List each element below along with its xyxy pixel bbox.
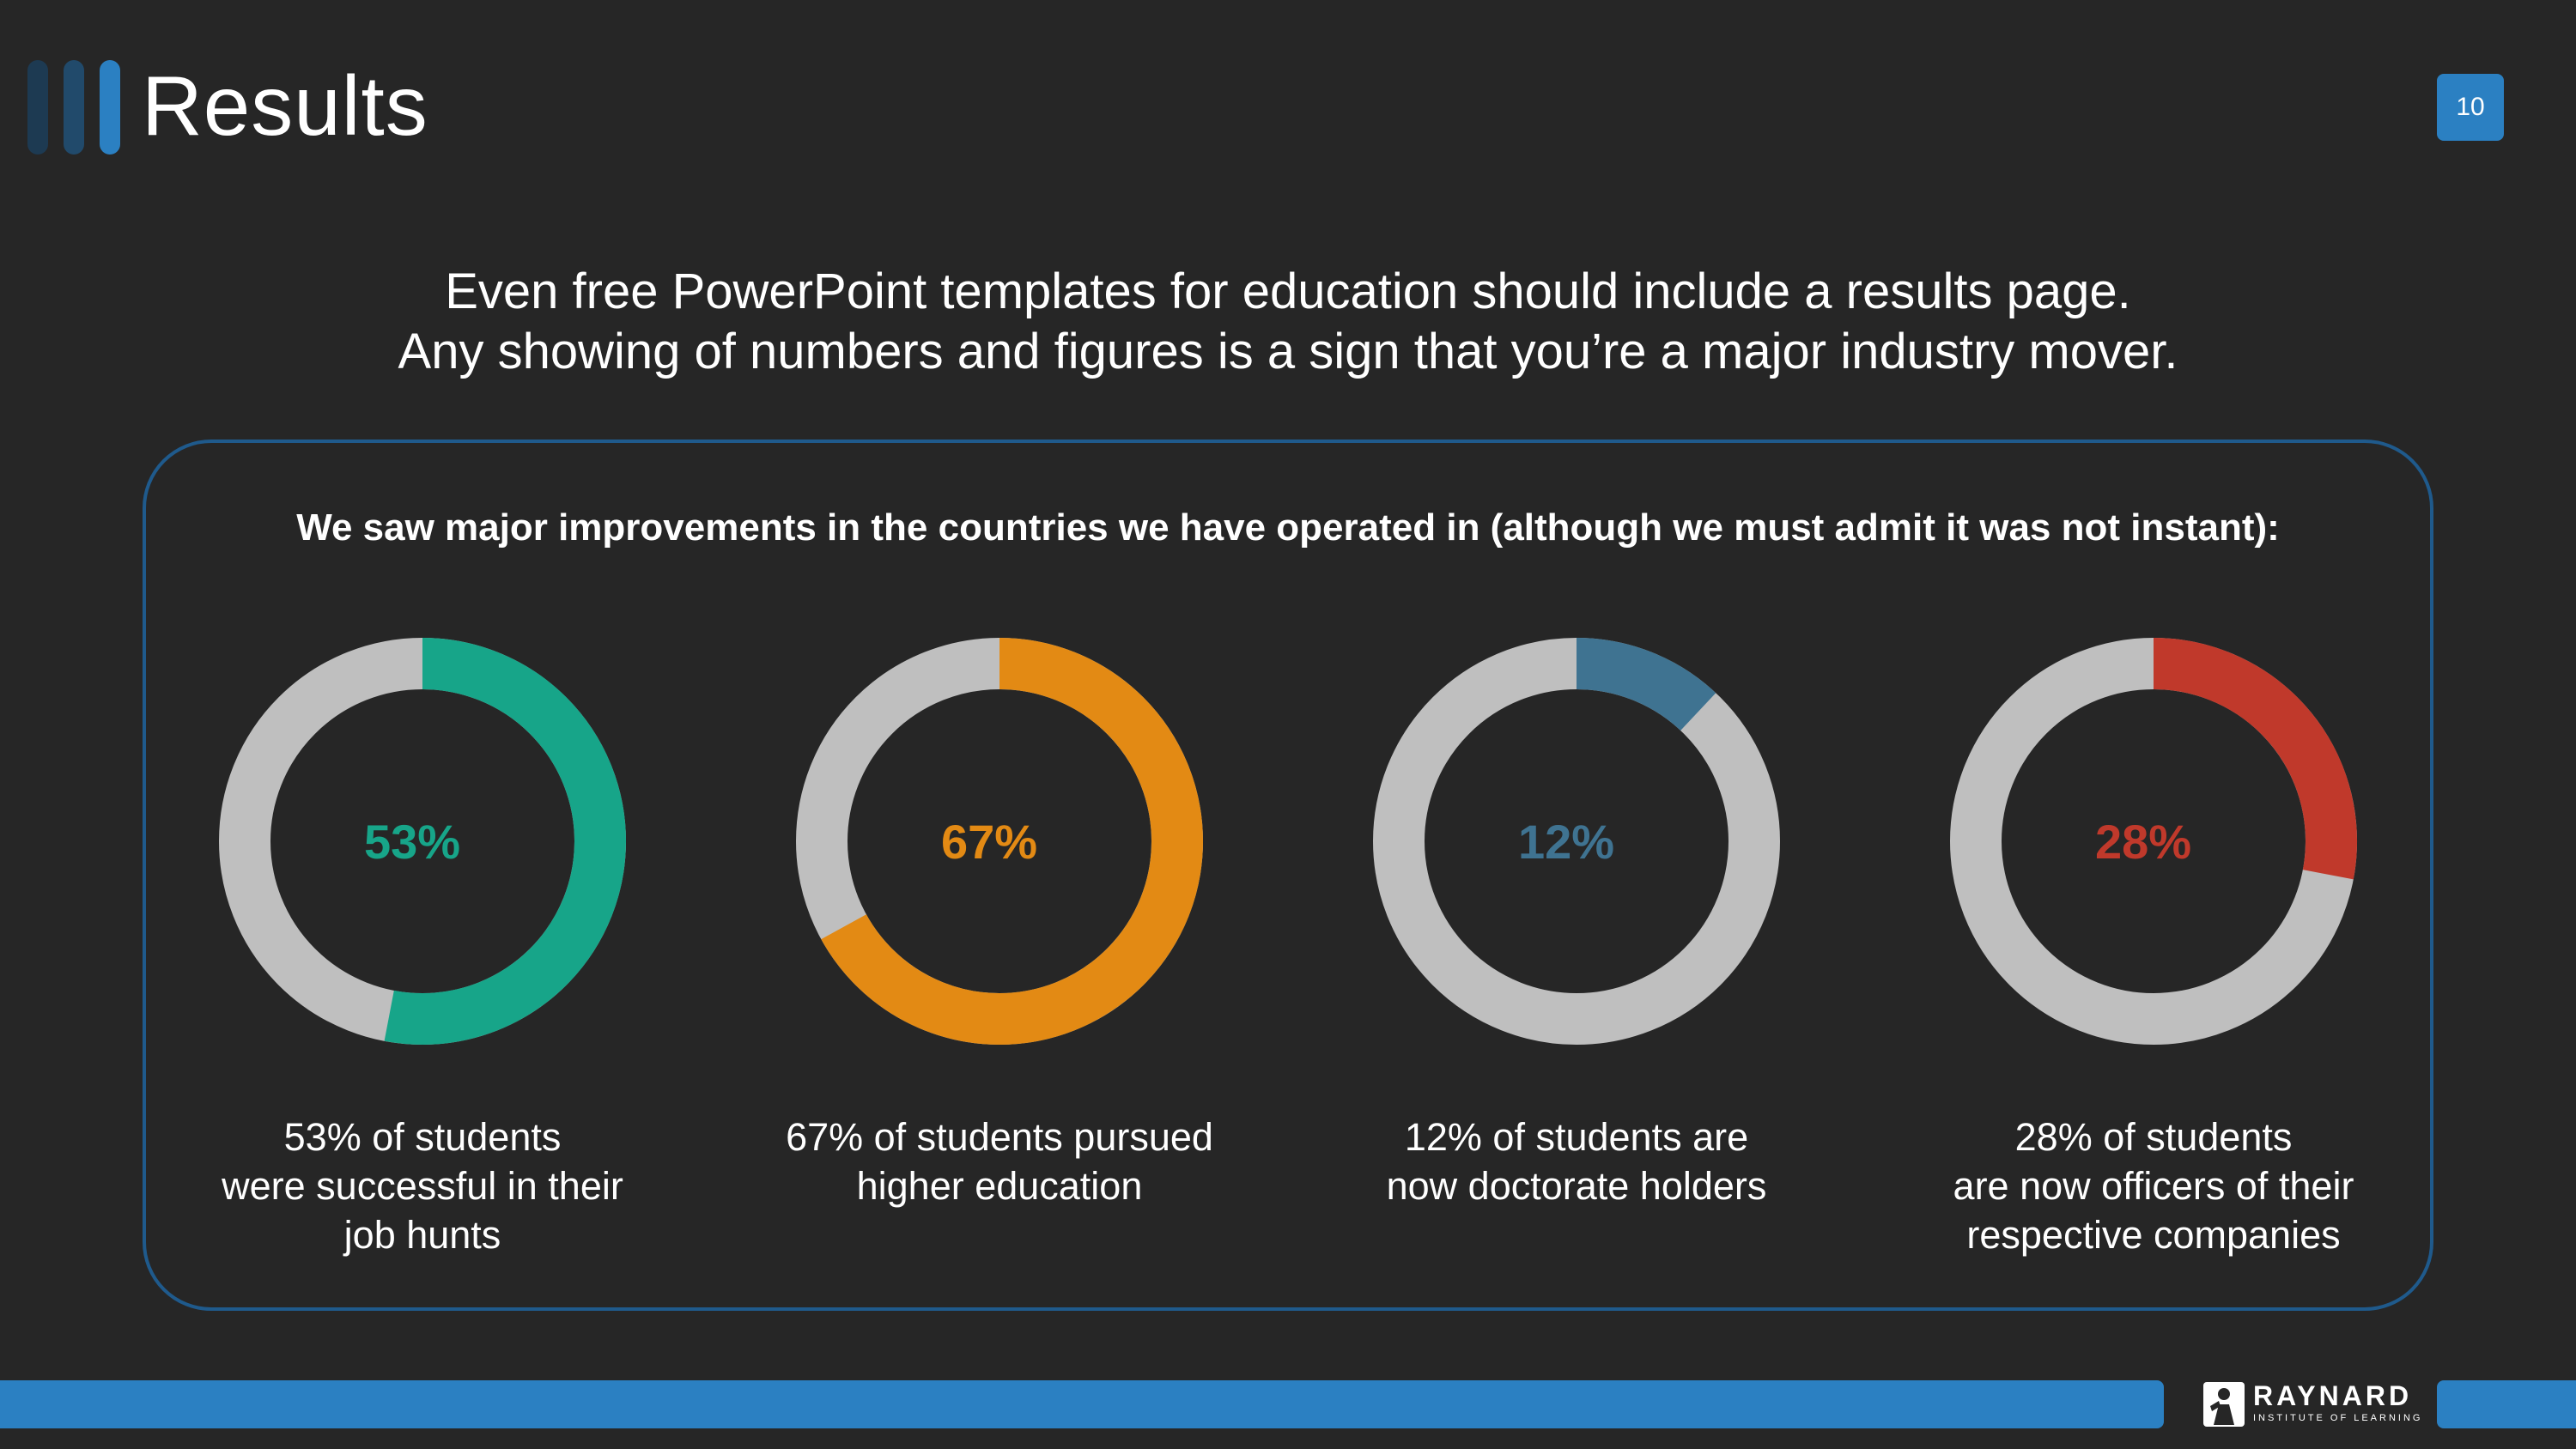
- title-bar-dark: [27, 60, 48, 155]
- logo-emblem-icon: [2203, 1382, 2245, 1427]
- title-bar-bright: [100, 60, 120, 155]
- caption-3-line-1: 12% of students are: [1404, 1115, 1749, 1159]
- caption-2-line-2: higher education: [856, 1164, 1143, 1208]
- caption-2: 67% of students pursued higher education: [759, 1113, 1240, 1210]
- caption-4: 28% of students are now officers of thei…: [1913, 1113, 2394, 1259]
- caption-1: 53% of students were successful in their…: [182, 1113, 663, 1259]
- donut-value-arc-2: [821, 638, 1203, 1045]
- logo-name: RAYNARD: [2253, 1380, 2413, 1411]
- slide-title: Results: [142, 58, 428, 153]
- raynard-logo: RAYNARD INSTITUTE OF LEARNING: [2202, 1379, 2420, 1432]
- donut-value-arc-1: [384, 638, 626, 1045]
- intro-line-1: Even free PowerPoint templates for educa…: [445, 264, 2131, 319]
- donut-percent-label-1: 53%: [364, 815, 460, 869]
- panel-heading: We saw major improvements in the countri…: [296, 506, 2280, 549]
- caption-4-line-1: 28% of students: [2014, 1115, 2293, 1159]
- results-panel: [143, 440, 2433, 1311]
- donut-chart-2: 67%: [796, 638, 1203, 1045]
- caption-3: 12% of students are now doctorate holder…: [1336, 1113, 1817, 1210]
- caption-1-line-2: were successful in their: [222, 1164, 623, 1208]
- donut-percent-label-3: 12%: [1518, 815, 1614, 869]
- donut-value-arc-4: [2153, 638, 2357, 880]
- caption-4-line-2: are now officers of their: [1953, 1164, 2354, 1208]
- caption-3-line-2: now doctorate holders: [1386, 1164, 1767, 1208]
- caption-1-line-3: job hunts: [343, 1213, 501, 1257]
- donut-chart-3: 12%: [1373, 638, 1780, 1045]
- caption-1-line-1: 53% of students: [283, 1115, 562, 1159]
- donut-chart-1: 53%: [219, 638, 626, 1045]
- logo-subtitle: INSTITUTE OF LEARNING: [2253, 1413, 2423, 1423]
- title-bar-mid: [64, 60, 84, 155]
- intro-line-2: Any showing of numbers and figures is a …: [398, 324, 2178, 379]
- caption-2-line-1: 67% of students pursued: [786, 1115, 1213, 1159]
- title-bars-decoration: [27, 60, 122, 155]
- donut-chart-4: 28%: [1950, 638, 2357, 1045]
- donut-percent-label-2: 67%: [941, 815, 1037, 869]
- caption-4-line-3: respective companies: [1966, 1213, 2341, 1257]
- footer-bar-right: [2437, 1380, 2576, 1428]
- donut-value-arc-3: [1576, 638, 1716, 731]
- donut-percent-label-4: 28%: [2095, 815, 2191, 869]
- intro-text: Even free PowerPoint templates for educa…: [0, 262, 2576, 382]
- page-number-badge: 10: [2437, 74, 2504, 141]
- footer-bar-left: [0, 1380, 2164, 1428]
